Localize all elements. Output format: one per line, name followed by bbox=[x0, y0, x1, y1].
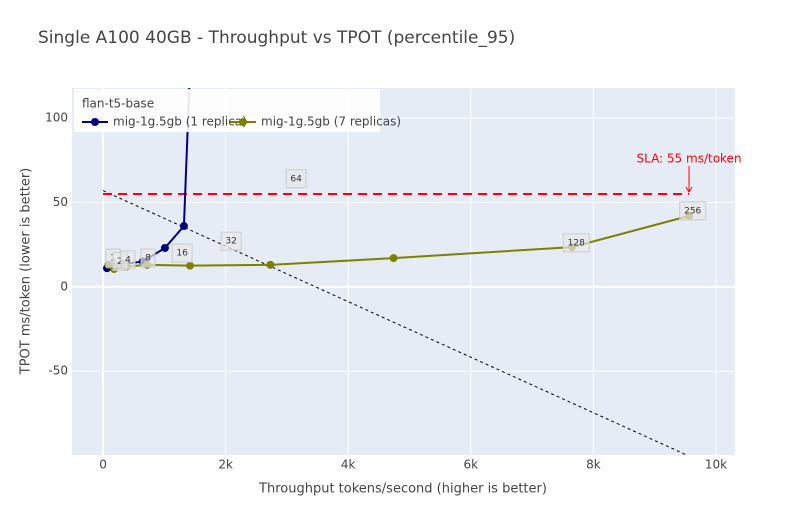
point-label-box bbox=[140, 248, 156, 268]
point-label: 8 bbox=[140, 248, 156, 268]
point-label: 32 bbox=[220, 231, 242, 251]
legend-marker bbox=[239, 118, 247, 126]
legend: flan-t5-base mig-1g.5gb (1 replica) mig-1… bbox=[74, 89, 401, 132]
legend-label: mig-1g.5gb (7 replicas) bbox=[261, 115, 401, 129]
point bbox=[160, 243, 169, 252]
point-label: 64 bbox=[285, 169, 307, 189]
x-tick-label: 4k bbox=[341, 458, 356, 472]
legend-marker bbox=[91, 118, 99, 126]
x-tick-label: 0 bbox=[99, 458, 107, 472]
point-label-text: 128 bbox=[568, 238, 585, 248]
legend-box bbox=[74, 89, 380, 132]
point-label: 256 bbox=[679, 201, 707, 221]
x-tick-label: 2k bbox=[218, 458, 233, 472]
y-axis-title: TPOT ms/token (lower is better) bbox=[19, 168, 34, 376]
sla-arrowhead bbox=[685, 186, 693, 193]
reference-line bbox=[102, 190, 688, 455]
legend-title: flan-t5-base bbox=[82, 97, 154, 111]
point bbox=[389, 254, 398, 263]
y-tick-label: 0 bbox=[60, 279, 68, 293]
point-label-text: 64 bbox=[290, 174, 302, 184]
point-label-box bbox=[562, 233, 590, 253]
point bbox=[179, 222, 188, 231]
point-label-text: 16 bbox=[176, 249, 188, 259]
y-tick-label: 50 bbox=[53, 195, 68, 209]
point-label-text: 256 bbox=[684, 206, 701, 216]
point-label: 128 bbox=[562, 233, 590, 253]
point bbox=[186, 261, 195, 270]
point-label-box bbox=[120, 250, 136, 270]
plot-area bbox=[72, 88, 735, 455]
grid: 0 2k 4k 6k 8k 10k -50 0 50 100 bbox=[45, 88, 735, 472]
x-tick-label: 8k bbox=[586, 458, 601, 472]
x-tick-label: 10k bbox=[705, 458, 727, 472]
point-label-box bbox=[220, 231, 242, 251]
point-label-box bbox=[171, 243, 193, 263]
point-label-text: 2 bbox=[117, 257, 123, 267]
point bbox=[266, 260, 275, 269]
legend-label: mig-1g.5gb (1 replica) bbox=[113, 115, 247, 129]
y-tick-label: 100 bbox=[45, 111, 68, 125]
point-label-text: 32 bbox=[225, 237, 236, 247]
point-label: 16 bbox=[171, 243, 193, 263]
point-label-box bbox=[679, 201, 707, 221]
sla-label: SLA: 55 ms/token bbox=[636, 151, 741, 165]
point-label: 4 bbox=[120, 250, 136, 270]
point-label-text: 4 bbox=[125, 255, 131, 265]
chart-title: Single A100 40GB - Throughput vs TPOT (p… bbox=[38, 28, 515, 48]
x-tick-label: 6k bbox=[464, 458, 479, 472]
point-label-box bbox=[285, 169, 307, 189]
y-tick-label: -50 bbox=[48, 364, 68, 378]
x-axis-title: Throughput tokens/second (higher is bett… bbox=[258, 482, 547, 497]
point-label-text: 8 bbox=[145, 254, 151, 264]
